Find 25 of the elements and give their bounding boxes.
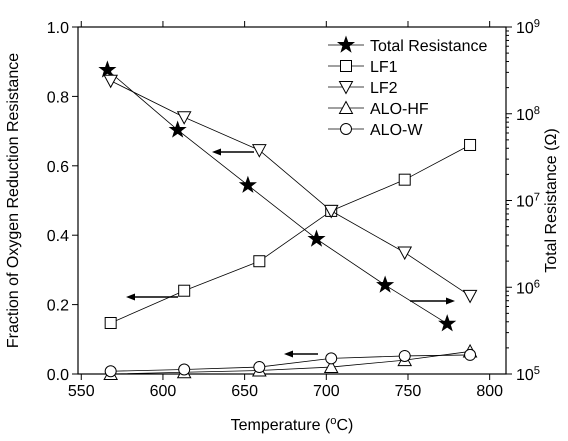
x-tick-label: 700 (312, 383, 340, 400)
y2-tick-label: 10$^{5}$ (516, 365, 540, 384)
y-tick-label: 0.4 (46, 228, 70, 246)
x-axis-title: Temperature ($^{o}$C) (230, 415, 354, 434)
y-tick-label: 0.6 (46, 158, 70, 176)
y-tick-label: 0.8 (46, 89, 70, 106)
y-tick-label: 1.0 (46, 20, 70, 37)
legend-label: ALO-HF (370, 101, 429, 118)
legend-label: LF2 (370, 80, 398, 97)
x-tick-label: 800 (476, 383, 504, 400)
y2-tick-label: 10$^{8}$ (516, 104, 540, 124)
legend-label: LF1 (370, 59, 398, 76)
y2-axis-title: Total Resistance (Ω) (543, 128, 560, 273)
x-tick-label: 750 (394, 383, 422, 400)
x-tick-label: 600 (150, 383, 176, 400)
y2-tick-label: 10$^{9}$ (516, 18, 540, 37)
y2-tick-label: 10$^{7}$ (516, 192, 540, 210)
y-tick-label: 0.0 (46, 367, 70, 384)
y-tick-label: 0.2 (46, 298, 70, 315)
y2-tick-label: 10$^{6}$ (516, 278, 540, 298)
legend-label: Total Resistance (370, 38, 488, 55)
x-tick-label: 550 (68, 383, 95, 400)
legend-label: ALO-W (370, 122, 424, 139)
x-tick-label: 650 (231, 383, 258, 400)
y-axis-title: Fraction of Oxygen Reduction Resistance (5, 52, 22, 348)
